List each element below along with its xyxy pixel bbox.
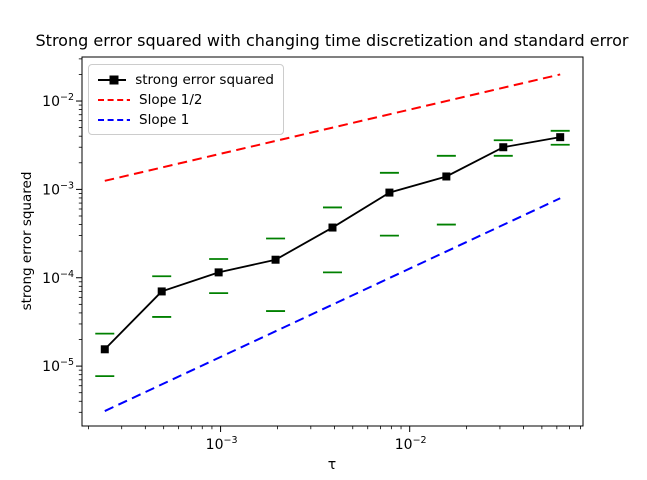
data-marker bbox=[385, 188, 394, 197]
x-axis-label: τ bbox=[327, 457, 337, 473]
data-marker bbox=[328, 223, 337, 232]
data-marker bbox=[100, 345, 109, 354]
x-tick-label: 10−2 bbox=[395, 435, 427, 453]
slope-half-line bbox=[104, 73, 561, 182]
y-tick-label: 10−2 bbox=[42, 92, 74, 110]
standard-error-caps bbox=[95, 129, 570, 378]
y-tick-label: 10−4 bbox=[42, 269, 74, 287]
data-markers bbox=[100, 133, 565, 354]
legend-item-strong-error-squared: strong error squared bbox=[98, 70, 274, 89]
y-axis-ticks bbox=[76, 58, 82, 413]
legend-swatch-dashed-blue-icon bbox=[98, 118, 130, 121]
y-tick-labels: 10−2 10−3 10−4 10−5 bbox=[42, 92, 74, 375]
data-marker bbox=[157, 287, 166, 296]
data-marker bbox=[442, 172, 451, 181]
legend: strong error squared Slope 1/2 Slope 1 bbox=[88, 64, 284, 135]
chart-title: Strong error squared with changing time … bbox=[35, 31, 629, 50]
legend-label: strong error squared bbox=[135, 71, 274, 88]
data-marker bbox=[499, 143, 508, 152]
legend-item-slope-one: Slope 1 bbox=[98, 110, 274, 129]
legend-swatch-dashed-red-icon bbox=[98, 98, 130, 101]
data-marker bbox=[214, 268, 223, 277]
x-tick-label: 10−3 bbox=[206, 435, 238, 453]
x-axis-ticks bbox=[88, 426, 581, 432]
legend-label: Slope 1 bbox=[139, 111, 190, 128]
y-axis-label: strong error squared bbox=[19, 171, 35, 311]
x-tick-labels: 10−3 10−2 bbox=[206, 435, 427, 453]
y-tick-label: 10−3 bbox=[42, 180, 74, 198]
slope-one-line bbox=[104, 197, 561, 412]
legend-item-slope-half: Slope 1/2 bbox=[98, 90, 274, 109]
data-marker bbox=[271, 255, 280, 264]
legend-label: Slope 1/2 bbox=[139, 91, 203, 108]
data-marker bbox=[556, 133, 565, 142]
y-tick-label: 10−5 bbox=[42, 357, 74, 375]
legend-swatch-line-marker-icon bbox=[98, 75, 127, 84]
plot-border bbox=[81, 56, 584, 427]
legend-square-marker-icon bbox=[109, 75, 119, 84]
